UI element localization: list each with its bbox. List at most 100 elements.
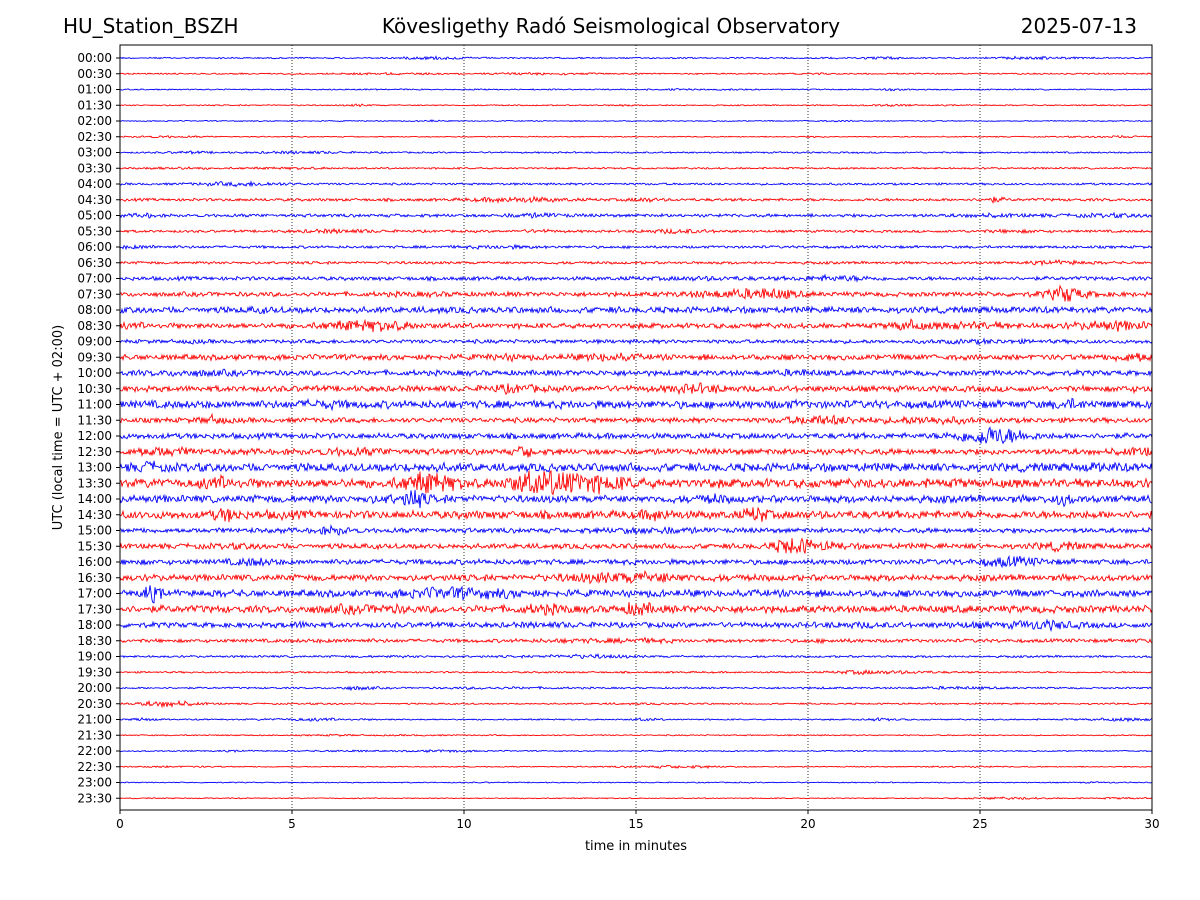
trace-0730 <box>119 284 1153 302</box>
y-tick-label: 11:30 <box>77 413 112 427</box>
trace-0200 <box>119 119 1153 123</box>
y-tick-label: 15:00 <box>77 524 112 538</box>
trace-1900 <box>119 653 1153 660</box>
y-tick-label: 12:00 <box>77 429 112 443</box>
y-tick-label: 04:30 <box>77 193 112 207</box>
trace-1630 <box>119 570 1153 585</box>
trace-0030 <box>119 71 1153 76</box>
trace-1830 <box>119 636 1153 645</box>
x-tick-label: 25 <box>972 817 987 831</box>
trace-2000 <box>119 685 1153 692</box>
y-tick-label: 13:30 <box>77 476 112 490</box>
trace-2300 <box>119 781 1153 784</box>
trace-0000 <box>119 55 1153 61</box>
trace-1200 <box>119 426 1153 445</box>
trace-1000 <box>119 368 1153 378</box>
y-tick-label: 13:00 <box>77 461 112 475</box>
trace-0830 <box>119 318 1153 333</box>
x-tick-label: 30 <box>1144 817 1159 831</box>
trace-0930 <box>119 352 1153 363</box>
y-tick-label: 18:00 <box>77 618 112 632</box>
y-tick-label: 00:30 <box>77 67 112 81</box>
trace-1130 <box>119 412 1153 426</box>
x-tick-label: 20 <box>800 817 815 831</box>
trace-0100 <box>119 87 1153 92</box>
y-tick-label: 08:30 <box>77 319 112 333</box>
trace-0500 <box>119 211 1153 219</box>
y-tick-label: 10:30 <box>77 382 112 396</box>
y-tick-label: 20:30 <box>77 697 112 711</box>
trace-0400 <box>119 180 1153 188</box>
y-tick-label: 22:30 <box>77 760 112 774</box>
trace-1730 <box>119 602 1153 617</box>
chart-date: 2025-07-13 <box>1020 14 1137 38</box>
y-tick-label: 16:30 <box>77 571 112 585</box>
trace-0800 <box>119 305 1153 315</box>
trace-0900 <box>119 337 1153 346</box>
y-tick-label: 21:30 <box>77 728 112 742</box>
y-tick-label: 05:00 <box>77 209 112 223</box>
trace-2100 <box>119 716 1153 723</box>
y-tick-label: 09:30 <box>77 350 112 364</box>
x-tick-label: 5 <box>288 817 296 831</box>
y-tick-label: 01:30 <box>77 98 112 112</box>
trace-0130 <box>119 103 1153 108</box>
trace-2200 <box>119 749 1153 754</box>
trace-0530 <box>119 227 1153 235</box>
x-axis-label: time in minutes <box>585 839 687 854</box>
y-tick-label: 23:30 <box>77 791 112 805</box>
y-tick-label: 02:30 <box>77 130 112 144</box>
trace-1800 <box>119 618 1153 633</box>
trace-1100 <box>119 397 1153 412</box>
trace-2330 <box>119 796 1153 801</box>
y-tick-label: 21:00 <box>77 713 112 727</box>
trace-1700 <box>119 585 1153 604</box>
trace-0230 <box>119 134 1153 139</box>
trace-2130 <box>119 733 1153 738</box>
y-tick-label: 05:30 <box>77 224 112 238</box>
y-tick-label: 17:30 <box>77 602 112 616</box>
y-tick-label: 02:00 <box>77 114 112 128</box>
y-tick-label: 03:00 <box>77 146 112 160</box>
y-tick-label: 15:30 <box>77 539 112 553</box>
y-tick-label: 17:00 <box>77 587 112 601</box>
x-tick-label: 0 <box>116 817 124 831</box>
y-tick-label: 18:30 <box>77 634 112 648</box>
trace-0630 <box>119 258 1153 267</box>
trace-1930 <box>119 669 1153 676</box>
y-tick-label: 14:30 <box>77 508 112 522</box>
y-tick-label: 19:00 <box>77 650 112 664</box>
y-tick-label: 00:00 <box>77 51 112 65</box>
trace-1430 <box>119 507 1153 523</box>
trace-1230 <box>119 445 1153 458</box>
trace-1300 <box>119 460 1153 474</box>
trace-1600 <box>119 554 1153 569</box>
y-tick-label: 07:00 <box>77 272 112 286</box>
y-tick-label: 09:00 <box>77 335 112 349</box>
chart-title: Kövesligethy Radó Seismological Observat… <box>381 14 841 38</box>
y-tick-label: 11:00 <box>77 398 112 412</box>
y-tick-label: 23:00 <box>77 776 112 790</box>
x-tick-label: 10 <box>456 817 471 831</box>
y-tick-label: 12:30 <box>77 445 112 459</box>
trace-0430 <box>119 195 1153 205</box>
trace-1030 <box>119 382 1153 396</box>
y-tick-label: 07:30 <box>77 287 112 301</box>
y-tick-label: 06:00 <box>77 240 112 254</box>
y-tick-label: 20:00 <box>77 681 112 695</box>
trace-0700 <box>119 273 1153 283</box>
y-tick-label: 08:00 <box>77 303 112 317</box>
y-axis-label: UTC (local time = UTC + 02:00) <box>51 325 66 530</box>
y-tick-label: 22:00 <box>77 744 112 758</box>
trace-0330 <box>119 166 1153 171</box>
trace-2230 <box>119 764 1153 770</box>
trace-1530 <box>119 537 1153 555</box>
trace-0300 <box>119 150 1153 155</box>
x-tick-label: 15 <box>628 817 643 831</box>
y-tick-label: 10:00 <box>77 366 112 380</box>
trace-1500 <box>119 524 1153 536</box>
trace-1400 <box>119 489 1153 509</box>
y-tick-label: 19:30 <box>77 665 112 679</box>
